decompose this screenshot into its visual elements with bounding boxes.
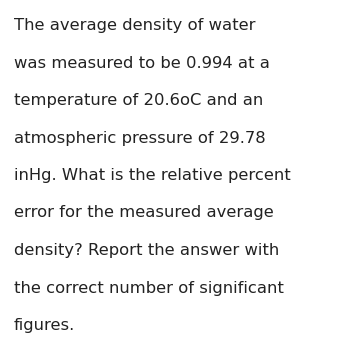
Text: inHg. What is the relative percent: inHg. What is the relative percent — [14, 168, 291, 183]
Text: the correct number of significant: the correct number of significant — [14, 281, 284, 295]
Text: error for the measured average: error for the measured average — [14, 206, 274, 220]
Text: temperature of 20.6oC and an: temperature of 20.6oC and an — [14, 93, 263, 108]
Text: figures.: figures. — [14, 318, 75, 333]
Text: density? Report the answer with: density? Report the answer with — [14, 243, 279, 258]
Text: was measured to be 0.994 at a: was measured to be 0.994 at a — [14, 55, 270, 71]
Text: atmospheric pressure of 29.78: atmospheric pressure of 29.78 — [14, 130, 266, 146]
Text: The average density of water: The average density of water — [14, 18, 255, 33]
